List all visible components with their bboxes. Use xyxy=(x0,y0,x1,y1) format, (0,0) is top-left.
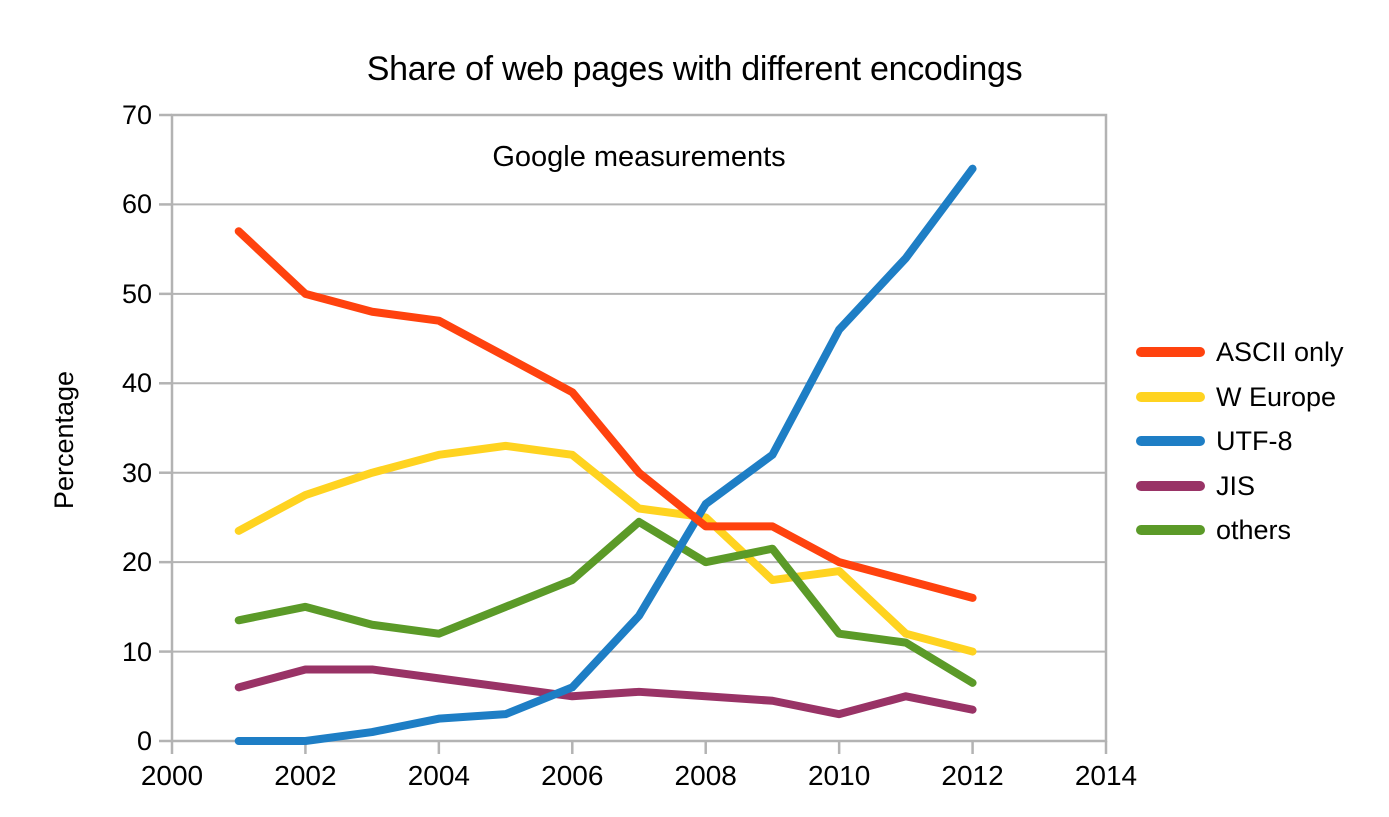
legend-label: JIS xyxy=(1216,470,1256,501)
y-tick-label: 50 xyxy=(121,278,152,309)
series-line-ascii-only xyxy=(234,227,977,602)
legend-label: W Europe xyxy=(1216,381,1337,412)
x-tick-label: 2014 xyxy=(1074,760,1138,791)
legend-item: W Europe xyxy=(1136,381,1336,413)
legend-label: ASCII only xyxy=(1216,337,1344,367)
legend-swatch xyxy=(1136,391,1205,402)
y-tick-label: 20 xyxy=(121,547,152,578)
y-tick-label: 10 xyxy=(121,636,152,667)
legend-swatch xyxy=(1136,480,1205,491)
legend-label: UTF-8 xyxy=(1216,426,1293,456)
legend-item: UTF-8 xyxy=(1136,425,1293,457)
y-tick-label: 60 xyxy=(121,189,152,220)
x-tick-label: 2004 xyxy=(407,760,470,791)
x-tick-label: 2006 xyxy=(541,760,604,791)
x-tick-label: 2010 xyxy=(807,760,871,791)
legend-swatch xyxy=(1136,436,1205,446)
chart-subtitle: Google measurements xyxy=(492,141,786,173)
y-tick-label: 0 xyxy=(136,726,152,756)
x-tick-label: 2002 xyxy=(274,760,337,791)
series-line-utf-8 xyxy=(234,164,977,745)
legend-item: others xyxy=(1136,514,1291,546)
legend-swatch xyxy=(1136,525,1205,535)
legend-swatch xyxy=(1136,347,1205,357)
legend-item: ASCII only xyxy=(1136,336,1344,368)
x-tick-label: 2012 xyxy=(941,760,1004,791)
series-line-jis xyxy=(234,665,977,719)
series-line-w-europe xyxy=(234,441,977,656)
y-tick-label: 40 xyxy=(121,368,152,399)
legend-item: JIS xyxy=(1136,470,1255,502)
plot-frame xyxy=(170,113,1108,743)
x-tick-label: 2000 xyxy=(140,760,204,791)
y-tick-label: 70 xyxy=(121,100,152,130)
chart-title: Share of web pages with different encodi… xyxy=(366,50,1023,88)
series-line-others xyxy=(234,517,977,687)
y-tick-label: 30 xyxy=(121,457,152,488)
x-tick-label: 2008 xyxy=(674,760,737,791)
legend-label: others xyxy=(1216,515,1292,545)
